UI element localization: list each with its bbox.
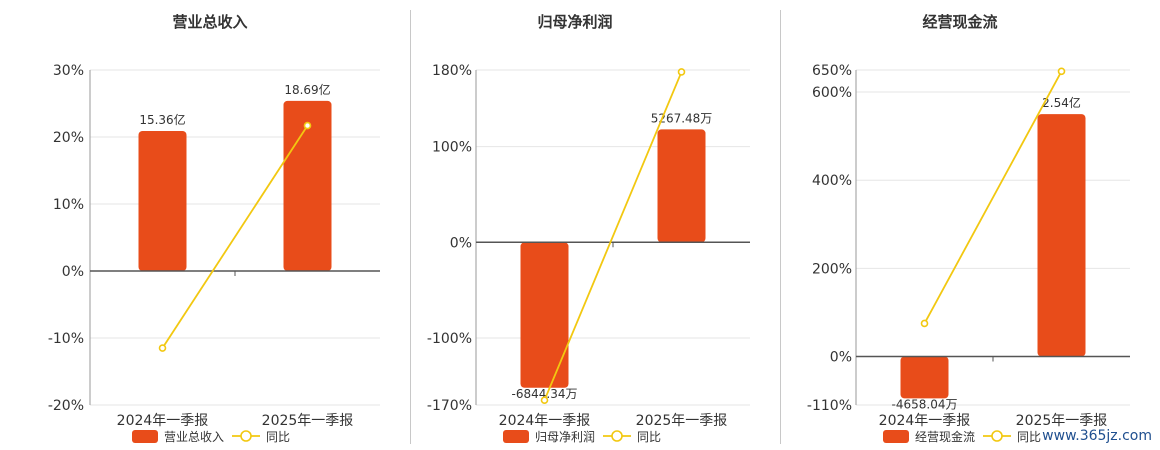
bar-1 [520, 242, 569, 388]
bar-1 [138, 130, 187, 271]
yoy-line [161, 125, 309, 349]
y-tick-label: -170% [427, 398, 472, 414]
bar-data-label: -6844.34万 [512, 387, 578, 401]
panel-divider-1 [410, 10, 411, 444]
legend-bar-swatch [883, 430, 909, 443]
y-tick-label: 30% [53, 63, 84, 79]
legend-line-label: 同比 [637, 430, 661, 444]
legend-line-label: 同比 [266, 430, 290, 444]
bar-data-label: -4658.04万 [892, 397, 958, 411]
y-tick-label: 600% [812, 85, 852, 101]
bar-data-label: 5267.48万 [651, 111, 713, 125]
x-category-label: 2025年一季报 [262, 413, 354, 429]
legend-bar-swatch [503, 430, 529, 443]
yoy-point-1 [158, 344, 167, 352]
yoy-point-2 [677, 68, 686, 76]
y-tick-label: 100% [432, 140, 472, 156]
chart-title-3: 经营现金流 [922, 13, 997, 31]
legend-line-label: 同比 [1017, 430, 1041, 444]
x-category-label: 2025年一季报 [636, 413, 728, 429]
y-tick-label: -20% [48, 398, 84, 414]
y-tick-label: 180% [432, 63, 472, 79]
y-tick-label: 0% [830, 350, 852, 366]
legend-bar-label: 归母净利润 [535, 430, 595, 444]
x-category-label: 2024年一季报 [879, 413, 971, 429]
y-tick-label: -100% [427, 331, 472, 347]
yoy-point-2 [1057, 67, 1066, 76]
y-tick-label: 20% [53, 130, 84, 146]
y-tick-label: 0% [450, 235, 472, 251]
bar-data-label: 2.54亿 [1042, 95, 1081, 110]
y-tick-label: 0% [62, 264, 84, 280]
bar-1 [900, 356, 949, 399]
legend-line-marker [611, 430, 623, 442]
legend-line-marker [991, 430, 1003, 442]
bar-data-label: 15.36亿 [139, 112, 185, 127]
yoy-point-1 [920, 319, 929, 328]
yoy-line [923, 70, 1063, 324]
y-tick-label: 400% [812, 173, 852, 189]
y-tick-label: 10% [53, 197, 84, 213]
bar-2 [657, 129, 706, 243]
chart-title-1: 营业总收入 [172, 13, 247, 31]
legend-bar-label: 经营现金流 [915, 429, 975, 444]
y-tick-label: -10% [48, 331, 84, 347]
x-category-label: 2024年一季报 [117, 413, 209, 429]
legend-bar-label: 营业总收入 [164, 430, 224, 444]
yoy-point-2 [303, 121, 312, 130]
y-tick-label: 200% [812, 261, 852, 277]
y-tick-label: 650% [812, 63, 852, 79]
panel-divider-2 [780, 10, 781, 444]
legend-line-marker [240, 430, 252, 442]
watermark-text: www.365jz.com [1042, 428, 1152, 444]
x-category-label: 2025年一季报 [1016, 413, 1108, 429]
x-category-label: 2024年一季报 [499, 413, 591, 429]
chart-title-2: 归母净利润 [537, 13, 612, 31]
yoy-point-1 [540, 396, 549, 405]
yoy-line [543, 71, 683, 401]
legend-bar-swatch [132, 430, 158, 443]
y-tick-label: -110% [807, 398, 852, 414]
bar-data-label: 18.69亿 [284, 82, 330, 97]
bar-2 [1037, 114, 1086, 357]
